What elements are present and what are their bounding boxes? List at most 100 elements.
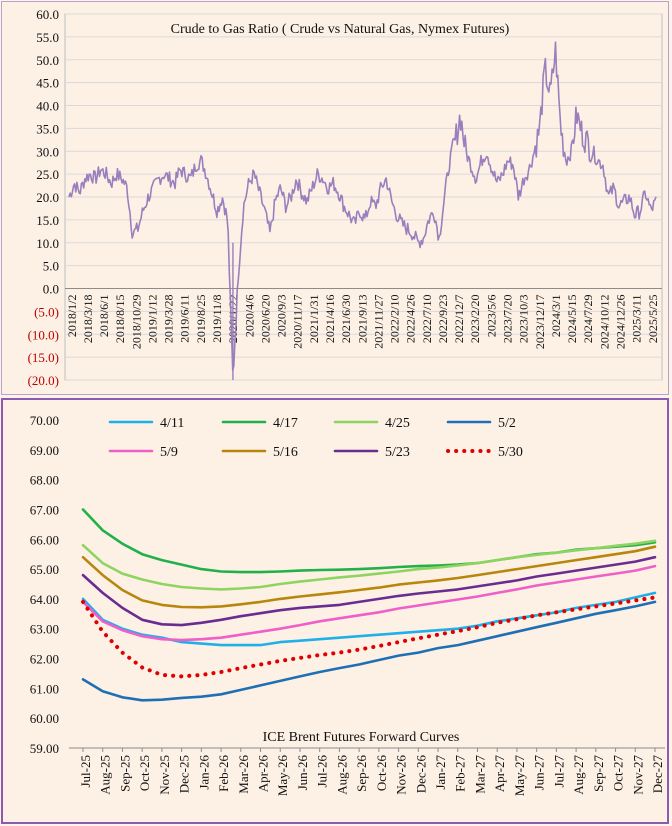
x-tick-label: May-26 bbox=[275, 755, 290, 797]
y-tick-label: (20.0) bbox=[28, 373, 59, 388]
y-tick-label: (5.0) bbox=[34, 304, 59, 319]
y-tick-label: 61.00 bbox=[30, 681, 59, 696]
x-tick-label: 2021/6/30 bbox=[339, 295, 353, 344]
x-tick-label: 2020/6/20 bbox=[258, 295, 272, 344]
y-tick-label: (15.0) bbox=[28, 350, 59, 365]
x-tick-label: 2023/7/20 bbox=[501, 295, 515, 344]
x-tick-label: Feb-26 bbox=[216, 755, 231, 792]
x-tick-label: Aug-26 bbox=[334, 755, 349, 795]
x-tick-label: Mar-27 bbox=[472, 755, 487, 794]
legend-label-5-9: 5/9 bbox=[160, 445, 178, 460]
x-tick-label: 2021/9/13 bbox=[355, 295, 369, 344]
x-tick-label: 2018/1/2 bbox=[65, 295, 79, 338]
x-tick-label: Nov-25 bbox=[157, 755, 172, 795]
y-tick-label: 64.00 bbox=[30, 592, 59, 607]
x-tick-label: 2021/11/27 bbox=[371, 295, 385, 349]
y-tick-label: 70.00 bbox=[30, 413, 59, 428]
x-tick-label: 2024/5/15 bbox=[565, 295, 579, 344]
y-tick-label: 69.00 bbox=[30, 443, 59, 458]
brent-forward-curves-chart: 70.00 69.00 68.00 67.00 66.00 65.00 64.00 63.00… bbox=[30, 413, 665, 797]
x-tick-label: 2021/4/16 bbox=[323, 295, 337, 344]
y-tick-label: 63.00 bbox=[30, 622, 59, 637]
legend-label-5-30: 5/30 bbox=[498, 445, 523, 460]
series-line-4-17 bbox=[81, 508, 657, 574]
crude-gas-ratio-chart: 60.0 55.0 50.0 45.0 40.0 35.0 30.0 25.0 20.0 15.0… bbox=[28, 7, 663, 388]
x-tick-label: 2024/7/29 bbox=[581, 295, 595, 344]
chart-title: ICE Brent Futures Forward Curves bbox=[263, 730, 460, 745]
x-tick-label: 2025/5/25 bbox=[646, 295, 660, 344]
x-tick-label: Nov-26 bbox=[394, 755, 409, 795]
y-tick-label: 25.0 bbox=[36, 167, 59, 182]
x-tick-label: Jan-27 bbox=[433, 755, 448, 790]
x-tick-label: Oct-25 bbox=[137, 755, 152, 791]
x-tick-label: Dec-27 bbox=[650, 755, 665, 794]
x-tick-label: 2021/1/31 bbox=[307, 295, 321, 344]
x-tick-label: 2018/6/1 bbox=[97, 295, 111, 338]
y-tick-label: 66.00 bbox=[30, 532, 59, 547]
x-tick-label: 2022/4/26 bbox=[404, 295, 418, 344]
y-tick-label: 35.0 bbox=[36, 121, 59, 136]
x-tick-label: Sep-25 bbox=[117, 755, 132, 792]
x-tick-label: Jun-26 bbox=[295, 755, 310, 791]
x-tick-label: Oct-27 bbox=[611, 755, 626, 792]
y-tick-label: 15.0 bbox=[36, 213, 59, 228]
x-tick-label: Sep-26 bbox=[354, 755, 369, 792]
x-tick-label: 2022/9/23 bbox=[436, 295, 450, 344]
y-tick-label: 59.00 bbox=[30, 741, 59, 756]
x-tick-label: 2020/11/17 bbox=[291, 295, 305, 349]
x-tick-label: Sep-27 bbox=[591, 755, 606, 792]
x-tick-label: 2024/10/12 bbox=[597, 295, 611, 350]
x-tick-label: 2024/3/1 bbox=[549, 295, 563, 338]
legend-label-5-2: 5/2 bbox=[498, 416, 516, 431]
x-tick-label: 2020/9/3 bbox=[275, 295, 289, 338]
x-tick-label: 2023/12/17 bbox=[533, 295, 547, 350]
x-tick-label: Apr-26 bbox=[256, 755, 271, 793]
x-tick-label: 2022/12/7 bbox=[452, 295, 466, 344]
x-tick-label: Jul-25 bbox=[78, 755, 93, 788]
series-line-4-11 bbox=[81, 591, 657, 647]
brent-forward-curves-chart-panel: 70.00 69.00 68.00 67.00 66.00 65.00 64.00 63.00… bbox=[1, 398, 669, 824]
legend-label-5-16: 5/16 bbox=[273, 445, 298, 460]
x-tick-label: 2023/10/3 bbox=[517, 295, 531, 344]
y-tick-label: 68.00 bbox=[30, 473, 59, 488]
x-tick-label: 2018/10/29 bbox=[129, 295, 143, 350]
x-tick-label: Dec-26 bbox=[413, 755, 428, 794]
legend-label-4-17: 4/17 bbox=[273, 416, 298, 431]
x-tick-label: 2019/1/12 bbox=[145, 295, 159, 344]
ratio-series-line bbox=[68, 41, 657, 372]
y-tick-label: 65.00 bbox=[30, 562, 59, 577]
chart-title: Crude to Gas Ratio ( Crude vs Natural Ga… bbox=[171, 22, 510, 37]
series-line-5-16 bbox=[81, 545, 657, 609]
x-tick-label: 2018/3/18 bbox=[81, 295, 95, 344]
y-tick-label: 55.0 bbox=[36, 30, 59, 45]
x-tick-label: 2019/6/11 bbox=[178, 295, 192, 343]
x-tick-label: Jul-26 bbox=[315, 755, 330, 788]
y-tick-label: 30.0 bbox=[36, 144, 59, 159]
x-tick-label: 2018/8/15 bbox=[113, 295, 127, 344]
x-tick-label: Jun-27 bbox=[532, 755, 547, 791]
crude-gas-ratio-chart-panel: 60.0 55.0 50.0 45.0 40.0 35.0 30.0 25.0 20.0 15.0… bbox=[1, 1, 669, 395]
y-tick-label: 20.0 bbox=[36, 190, 59, 205]
x-tick-label: May-27 bbox=[512, 755, 527, 797]
x-tick-label: 2022/7/10 bbox=[420, 295, 434, 344]
series-line-4-25 bbox=[81, 539, 657, 591]
legend-label-4-25: 4/25 bbox=[385, 416, 410, 431]
y-tick-label: (10.0) bbox=[28, 327, 59, 342]
x-tick-label: 2024/12/26 bbox=[613, 295, 627, 350]
x-tick-label: Feb-27 bbox=[453, 755, 468, 792]
x-tick-label: 2020/4/6 bbox=[242, 295, 256, 338]
x-tick-label: Jul-27 bbox=[551, 755, 566, 788]
x-tick-label: 2019/8/25 bbox=[194, 295, 208, 344]
legend-label-5-23: 5/23 bbox=[385, 445, 410, 460]
x-tick-label: Aug-25 bbox=[98, 755, 113, 795]
legend-label-4-11: 4/11 bbox=[160, 416, 184, 431]
x-tick-label: Aug-27 bbox=[571, 755, 586, 795]
y-tick-label: 50.0 bbox=[36, 53, 59, 68]
series-line-5-9 bbox=[81, 564, 657, 642]
y-tick-label: 45.0 bbox=[36, 76, 59, 91]
x-tick-label: Mar-26 bbox=[236, 755, 251, 794]
y-tick-label: 62.00 bbox=[30, 652, 59, 667]
y-tick-label: 67.00 bbox=[30, 502, 59, 517]
x-tick-label: 2023/2/20 bbox=[468, 295, 482, 344]
x-tick-label: 2019/11/8 bbox=[210, 295, 224, 343]
